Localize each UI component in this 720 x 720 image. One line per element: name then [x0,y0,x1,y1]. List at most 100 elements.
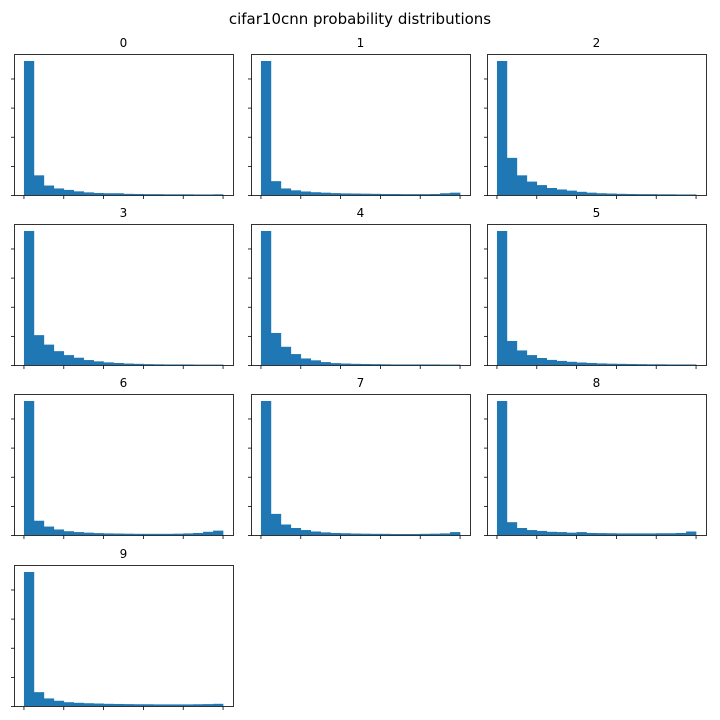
histogram-bar [203,194,214,195]
histogram-panel-3: 3 [11,206,234,369]
histogram-bar [133,193,144,195]
histogram-bar [420,364,431,365]
histogram-bar [173,704,184,706]
histogram-bar [430,193,441,195]
histogram-bar [93,361,104,365]
histogram-bar [496,401,508,535]
histogram-bar [310,192,321,195]
histogram-bar [516,528,528,535]
histogram-bar [496,231,508,365]
histogram-bar [340,533,351,535]
histogram-bar [173,533,184,535]
histogram-bar [666,533,677,535]
histogram-bar [183,364,194,365]
histogram-bar [496,61,508,195]
histogram-bar [43,344,55,365]
histogram-bar [556,189,567,195]
histogram-bar [113,362,124,365]
histogram-bar [380,533,391,535]
axes-frame [487,394,707,536]
histogram-panel-5: 5 [484,206,707,369]
histogram-bar [666,194,677,195]
histogram-bar [23,572,35,706]
histogram-bar [320,192,331,195]
histogram-bar [310,360,321,365]
panel-title: 6 [120,376,128,390]
histogram-bar [536,530,548,535]
histogram-bar [123,193,134,195]
histogram-bar [103,533,114,535]
histogram-bar [360,533,371,535]
histogram-bar [450,532,461,535]
histogram-bar [300,191,312,195]
histogram-bar [410,533,421,535]
histogram-bar [103,362,114,365]
histogram-bar [676,364,687,365]
histogram-bar [420,533,431,535]
histogram-panel-8: 8 [484,376,707,539]
histogram-bar [53,188,65,195]
histogram-panel-9: 9 [11,547,234,710]
histogram-bar [400,194,411,195]
panel-title: 2 [593,36,601,50]
histogram-bar [526,355,538,365]
histogram-bar [300,530,312,535]
histogram-bar [213,194,224,195]
histogram-bar [280,524,292,535]
histogram-bar [43,698,55,706]
axes-frame [14,394,234,536]
histogram-panel-2: 2 [484,36,707,199]
histogram-bar [133,704,144,706]
histogram-bar [390,533,401,535]
panel-title: 7 [357,376,365,390]
histogram-bar [526,181,538,195]
histogram-bar [566,532,577,535]
axes-frame [251,224,471,366]
histogram-bar [410,364,421,365]
histogram-bar [203,704,214,706]
histogram-bar [526,530,538,535]
histogram-bar [103,703,114,706]
histogram-bar [113,533,124,535]
histogram-bar [636,194,647,195]
histogram-bar [330,193,341,195]
histogram-bar [646,533,657,535]
histogram-bar [506,340,518,365]
axes-frame [14,224,234,366]
histogram-bar [23,231,35,365]
histogram-bar [370,193,381,195]
histogram-panel-6: 6 [11,376,234,539]
histogram-bar [566,190,577,195]
histogram-bar [380,364,391,365]
axes-frame [251,54,471,196]
histogram-bar [163,194,174,195]
histogram-bar [606,363,617,365]
histogram-bar [270,332,282,365]
histogram-bar [616,533,627,535]
histogram-bar [350,533,361,535]
histogram-bar [143,704,154,706]
histogram-bar [33,175,45,195]
histogram-bar [63,702,75,706]
panel-title: 8 [593,376,601,390]
histogram-bar [566,361,577,365]
histogram-bar [133,533,144,535]
histogram-bar [320,362,331,365]
axes-frame [14,565,234,707]
histogram-bar [450,192,461,195]
histogram-panel-0: 0 [11,36,234,199]
histogram-bar [586,532,597,535]
histogram-bar [113,703,124,706]
histogram-bar [596,533,607,535]
histogram-bar [63,189,75,195]
histogram-bar [636,533,647,535]
histogram-bar [53,351,65,365]
histogram-bar [596,193,607,195]
histogram-bar [516,175,528,195]
histogram-bar [360,193,371,195]
histogram-bar [113,193,124,195]
histogram-bar [420,194,431,195]
histogram-bar [103,193,114,195]
histogram-bar [193,194,204,195]
